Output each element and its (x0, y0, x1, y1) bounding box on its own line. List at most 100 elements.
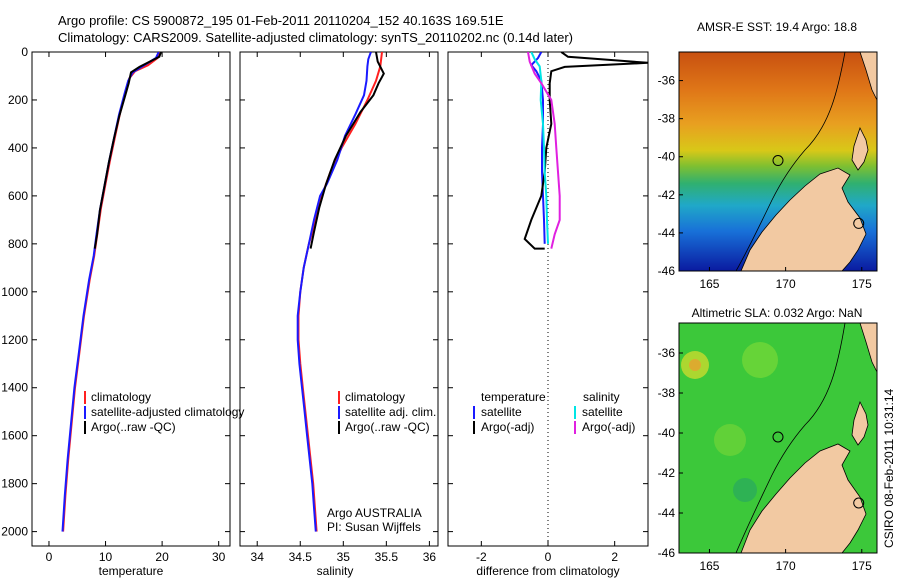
annotation-pi: PI: Susan Wijffels (327, 520, 421, 534)
y-tick-label: -44 (658, 226, 676, 240)
series-line (62, 52, 161, 532)
salinity-axes-frame (239, 51, 439, 547)
legend-label-sal-argo: Argo(-adj) (582, 420, 635, 434)
y-tick-label: 1000 (1, 285, 28, 299)
y-tick-label: 1200 (1, 333, 28, 347)
legend-label-argo: Argo(..raw -QC) (345, 420, 430, 434)
y-tick-label: 200 (8, 93, 28, 107)
x-tick-label: 175 (852, 277, 872, 291)
x-tick-label: 170 (776, 277, 796, 291)
x-tick-label: 2 (611, 550, 618, 564)
legend-label-temp-satellite: satellite (481, 405, 522, 419)
y-tick-label: -44 (658, 506, 676, 520)
salinity-legend: climatology satellite adj. clim. Argo(..… (338, 390, 436, 434)
series-line (527, 52, 561, 249)
x-tick-label: 30 (212, 550, 226, 564)
sla-map-title: Altimetric SLA: 0.032 Argo: NaN (692, 306, 863, 320)
y-tick-label: 0 (21, 45, 28, 59)
sla-map-panel: Altimetric SLA: 0.032 Argo: NaN 165 170 17… (658, 306, 878, 573)
difference-legend: temperature satellite Argo(-adj) salinit… (473, 390, 635, 434)
x-tick-label: 165 (699, 559, 719, 573)
x-tick-label: 34.5 (289, 550, 313, 564)
sla-axes-frame (678, 322, 878, 554)
y-tick-label: 1600 (1, 429, 28, 443)
x-tick-label: 175 (852, 559, 872, 573)
temperature-axes-frame (31, 51, 231, 547)
credit-stamp: CSIRO 08-Feb-2011 10:31:14 (882, 388, 896, 548)
y-tick-label: 800 (8, 237, 28, 251)
sla-anomaly-lightgreen (742, 342, 778, 378)
series-line (529, 52, 546, 244)
sla-anomaly-darkgreen (733, 478, 757, 502)
profile-location-marker (772, 155, 784, 167)
sla-shelf-contour (735, 323, 846, 553)
y-tick-label: -36 (658, 346, 676, 360)
legend-label-climatology: climatology (91, 390, 151, 404)
y-tick-label: -40 (658, 150, 676, 164)
y-tick-label: -36 (658, 74, 676, 88)
x-tick-label: 35.5 (375, 550, 399, 564)
difference-axes-frame (447, 51, 649, 547)
profile-location-marker (853, 497, 865, 509)
x-tick-label: 20 (155, 550, 169, 564)
y-tick-label: -38 (658, 112, 676, 126)
sst-shelf-contour (735, 52, 846, 271)
x-tick-label: 34 (251, 550, 265, 564)
figure-title-line1: Argo profile: CS 5900872_195 01-Feb-2011… (58, 13, 504, 28)
y-tick-label: 600 (8, 189, 28, 203)
difference-xlabel: difference from climatology (476, 564, 619, 578)
sst-land-south-island (740, 167, 867, 271)
x-tick-label: 35 (337, 550, 351, 564)
temperature-legend: climatology satellite-adjusted climatolo… (84, 390, 244, 434)
y-tick-label: -46 (658, 264, 676, 278)
profile-location-marker (853, 217, 865, 229)
y-tick-label: 1800 (1, 477, 28, 491)
legend-label-argo: Argo(..raw -QC) (91, 420, 176, 434)
legend-label-satellite: satellite adj. clim. (345, 405, 436, 419)
sla-anomaly-orange (689, 359, 701, 371)
sla-land-south-island (740, 443, 867, 553)
salinity-xlabel: salinity (317, 564, 354, 578)
difference-panel: -2 0 2 difference from climatology tempera… (447, 51, 649, 578)
y-tick-label: 1400 (1, 381, 28, 395)
x-tick-label: 0 (545, 550, 552, 564)
x-tick-label: 0 (46, 550, 53, 564)
sla-anomaly-lightgreen (714, 424, 746, 456)
x-tick-label: 36 (423, 550, 437, 564)
y-tick-label: -42 (658, 466, 676, 480)
legend-label-temp-argo: Argo(-adj) (481, 420, 534, 434)
x-tick-label: 10 (99, 550, 113, 564)
series-line (530, 52, 549, 244)
y-tick-label: 2000 (1, 525, 28, 539)
annotation-argo-australia: Argo AUSTRALIA (327, 506, 422, 520)
legend-title-temperature: temperature (481, 390, 546, 404)
y-tick-label: 400 (8, 141, 28, 155)
sst-map-panel: AMSR-E SST: 19.4 Argo: 18.8 165 170 175 -36… (658, 20, 878, 291)
sst-map-title: AMSR-E SST: 19.4 Argo: 18.8 (697, 20, 857, 34)
temperature-xlabel: temperature (99, 564, 164, 578)
temperature-panel: 0 10 20 30 0 200 400 600 800 1000 1200 1400 1600 1800… (1, 45, 244, 578)
y-tick-label: -40 (658, 426, 676, 440)
x-tick-label: 165 (699, 277, 719, 291)
figure-title-line2: Climatology: CARS2009. Satellite-adjuste… (58, 30, 573, 45)
series-line (296, 52, 372, 532)
series-line (523, 52, 648, 250)
salinity-panel: 34 34.5 35 35.5 36 salinity climatology sate… (239, 51, 439, 578)
sla-land-north-island (851, 323, 877, 446)
y-tick-label: -42 (658, 188, 676, 202)
y-tick-label: -46 (658, 546, 676, 560)
legend-label-satellite-adjusted: satellite-adjusted climatology (91, 405, 244, 419)
series-line (297, 52, 383, 532)
x-tick-label: -2 (476, 550, 487, 564)
x-tick-label: 170 (776, 559, 796, 573)
y-tick-label: -38 (658, 386, 676, 400)
series-line (309, 52, 385, 249)
sst-axes-frame (678, 51, 878, 272)
legend-label-climatology: climatology (345, 390, 405, 404)
sst-land-north-island (851, 52, 877, 171)
profile-location-marker (772, 431, 784, 443)
series-line (61, 52, 160, 532)
legend-label-sal-satellite: satellite (582, 405, 623, 419)
legend-title-salinity: salinity (583, 390, 620, 404)
